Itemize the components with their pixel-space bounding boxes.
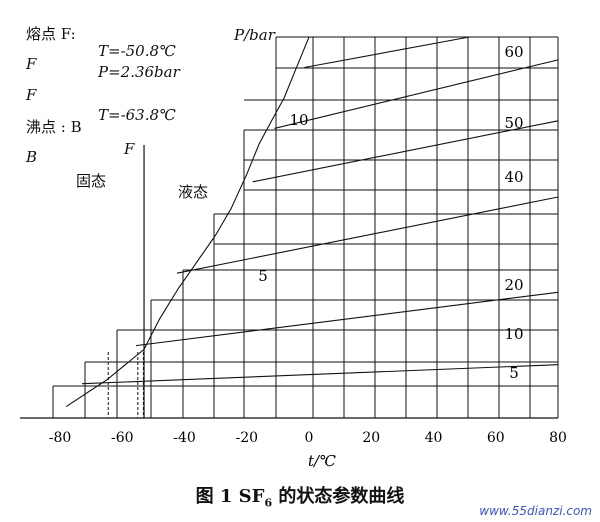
isobar-60-bar [304, 36, 470, 69]
boiling-temperature: T=-63.8℃ [98, 106, 176, 124]
melting-point-label: 熔点 F: [26, 25, 76, 43]
saturation-curve [65, 36, 310, 408]
figure-caption: 图 1 SF6 的状态参数曲线 [0, 482, 600, 510]
melting-temperature: T=-50.8℃ [98, 42, 176, 60]
pressure-label: 50 [504, 114, 523, 132]
x-tick-label: 0 [305, 430, 314, 446]
stair-grid [52, 36, 559, 418]
liquid-region-label: 液态 [178, 183, 209, 201]
x-tick-label: 60 [487, 430, 505, 446]
letter-f-2: F [26, 86, 37, 104]
caption-subscript: 6 [264, 496, 273, 510]
letter-b: B [26, 148, 38, 166]
x-tick-label: -80 [49, 430, 72, 446]
caption-prefix: 图 1 SF [195, 486, 265, 507]
watermark: www.55dianzi.com [479, 504, 592, 518]
isobar-40-bar [252, 120, 559, 183]
x-axis-ticks: -80 -60 -40 -20 0 20 40 60 80 [49, 430, 567, 446]
pressure-label: 60 [504, 43, 523, 61]
x-tick-label: -60 [111, 430, 134, 446]
pressure-label: 5 [509, 364, 519, 382]
solid-region-label: 固态 [76, 172, 107, 190]
isobar-20-bar [176, 196, 559, 274]
isobar-10-bar [135, 291, 559, 347]
x-tick-label: -20 [235, 430, 258, 446]
letter-f-1: F [26, 55, 37, 73]
pressure-label: 10 [289, 111, 308, 129]
dashed-guides [107, 352, 144, 418]
caption-suffix: 的状态参数曲线 [272, 486, 405, 507]
x-tick-label: 40 [425, 430, 443, 446]
boiling-point-label: 沸点 : B [26, 118, 82, 136]
isobar-lines [82, 36, 559, 385]
pressure-labels: 60 50 40 20 10 5 10 5 [258, 43, 523, 382]
x-tick-label: -40 [173, 430, 196, 446]
pressure-axis-label: P/bar [234, 26, 275, 44]
pressure-label: 10 [504, 325, 523, 343]
melting-pressure: P=2.36bar [98, 63, 180, 81]
isobar-5-bar [82, 364, 559, 385]
isobar-50-bar [274, 59, 559, 129]
x-axis-label: t/℃ [308, 452, 336, 470]
x-tick-label: 20 [362, 430, 380, 446]
pressure-label: 5 [258, 267, 268, 285]
x-tick-label: 80 [549, 430, 567, 446]
pressure-label: 20 [504, 276, 523, 294]
pressure-label: 40 [504, 168, 523, 186]
f-marker-label: F [124, 140, 135, 158]
